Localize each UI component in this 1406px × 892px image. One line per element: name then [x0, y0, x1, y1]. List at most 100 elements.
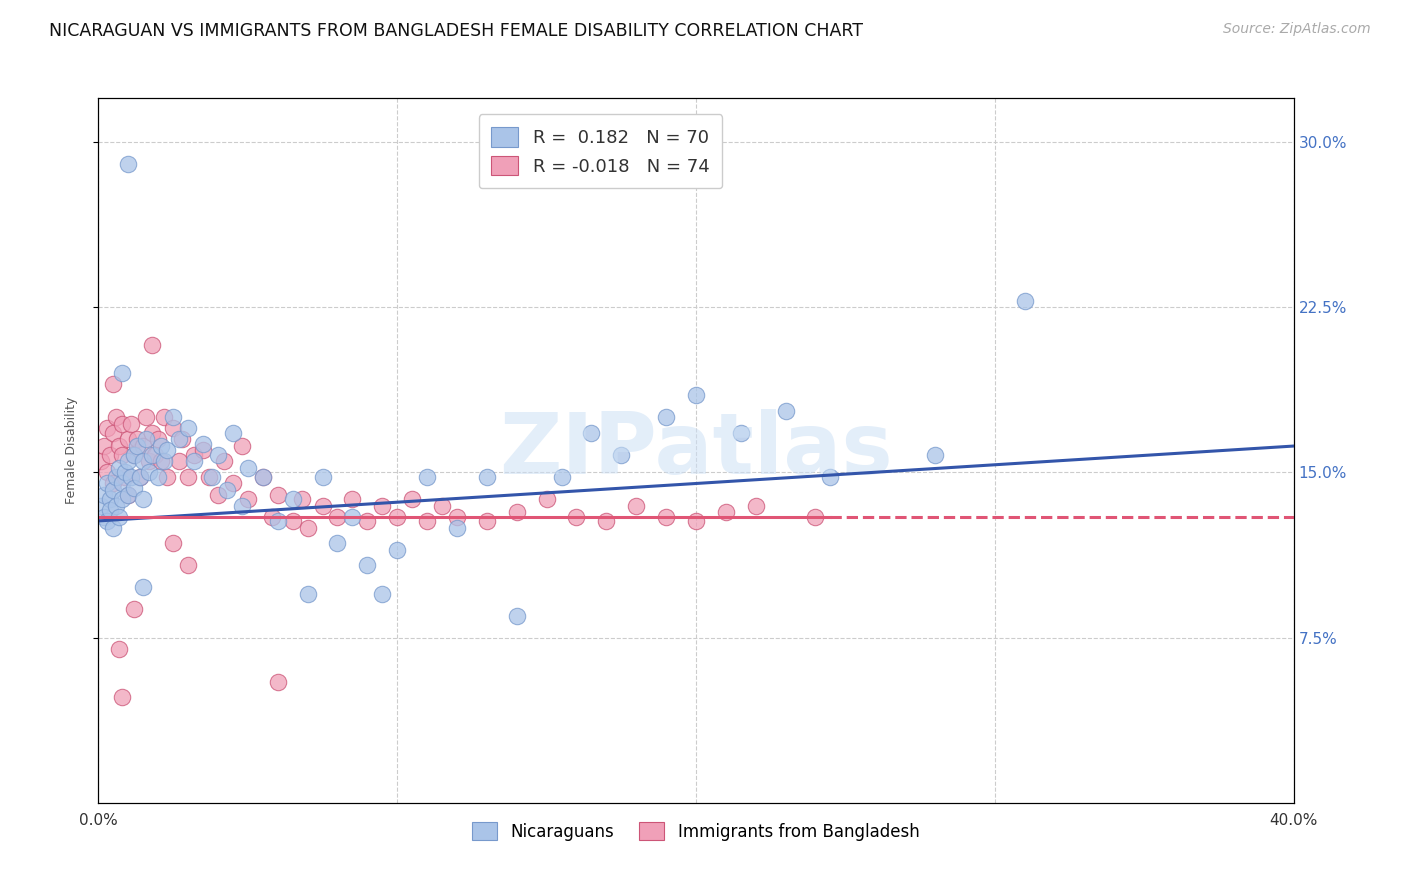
Point [342, 491, 364, 506]
Point [156, 443, 179, 458]
Point [96, 466, 118, 480]
Point [172, 433, 194, 447]
Point [93, 439, 115, 453]
Point [775, 404, 797, 418]
Point [581, 425, 603, 440]
Point [105, 499, 128, 513]
Point [141, 425, 163, 440]
Point [127, 439, 149, 453]
Point [117, 487, 139, 501]
Point [141, 338, 163, 352]
Point [281, 491, 304, 506]
Point [430, 499, 453, 513]
Point [281, 514, 304, 528]
Point [98, 448, 122, 462]
Point [311, 470, 333, 484]
Point [108, 509, 131, 524]
Point [117, 454, 139, 468]
Point [132, 454, 155, 468]
Point [105, 470, 128, 484]
Point [236, 461, 259, 475]
Point [191, 437, 214, 451]
Point [162, 410, 184, 425]
Point [132, 439, 155, 453]
Point [183, 454, 205, 468]
Point [446, 509, 468, 524]
Point [475, 514, 498, 528]
Point [231, 439, 253, 453]
Point [267, 514, 290, 528]
Point [191, 443, 214, 458]
Point [506, 505, 529, 519]
Point [96, 476, 118, 491]
Point [212, 454, 235, 468]
Point [820, 470, 842, 484]
Point [105, 410, 128, 425]
Point [103, 425, 125, 440]
Point [385, 509, 409, 524]
Point [201, 470, 224, 484]
Point [162, 421, 184, 435]
Point [685, 388, 707, 402]
Point [148, 433, 170, 447]
Point [804, 509, 827, 524]
Text: ZIPatlas: ZIPatlas [499, 409, 893, 492]
Point [356, 558, 378, 572]
Point [371, 586, 394, 600]
Point [215, 483, 238, 497]
Point [108, 439, 131, 453]
Point [1014, 293, 1036, 308]
Point [198, 470, 221, 484]
Point [177, 470, 200, 484]
Point [207, 448, 229, 462]
Point [356, 514, 378, 528]
Point [132, 491, 155, 506]
Point [93, 487, 115, 501]
Point [446, 520, 468, 534]
Point [148, 470, 170, 484]
Point [655, 410, 678, 425]
Point [924, 448, 946, 462]
Point [222, 476, 245, 491]
Point [117, 157, 139, 171]
Point [150, 454, 173, 468]
Point [103, 483, 125, 497]
Point [153, 410, 176, 425]
Y-axis label: Female Disability: Female Disability [65, 397, 77, 504]
Point [120, 470, 142, 484]
Point [111, 690, 134, 705]
Point [117, 433, 139, 447]
Point [108, 461, 131, 475]
Point [127, 433, 149, 447]
Point [138, 454, 160, 468]
Point [111, 491, 134, 506]
Point [111, 476, 134, 491]
Point [610, 448, 633, 462]
Point [117, 487, 139, 501]
Point [326, 536, 349, 550]
Point [183, 448, 205, 462]
Point [401, 491, 423, 506]
Point [153, 454, 176, 468]
Point [595, 514, 617, 528]
Point [124, 481, 146, 495]
Point [114, 466, 136, 480]
Point [124, 602, 146, 616]
Point [297, 586, 319, 600]
Point [150, 439, 173, 453]
Point [138, 466, 160, 480]
Point [371, 499, 394, 513]
Point [124, 448, 146, 462]
Point [685, 514, 707, 528]
Point [108, 641, 131, 656]
Point [96, 421, 118, 435]
Point [90, 499, 112, 513]
Point [135, 433, 157, 447]
Point [103, 377, 125, 392]
Point [135, 410, 157, 425]
Point [416, 470, 439, 484]
Point [291, 491, 314, 506]
Point [177, 421, 200, 435]
Point [297, 520, 319, 534]
Point [236, 491, 259, 506]
